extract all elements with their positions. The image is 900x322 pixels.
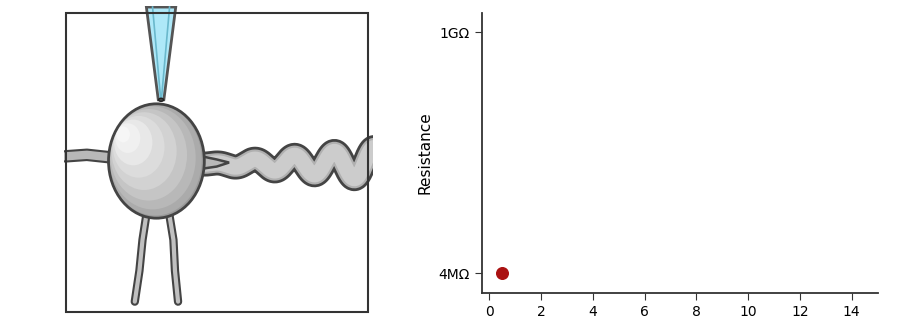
- Ellipse shape: [109, 105, 202, 215]
- Ellipse shape: [116, 127, 130, 142]
- Y-axis label: Resistance: Resistance: [418, 112, 433, 194]
- Polygon shape: [195, 152, 230, 172]
- Ellipse shape: [158, 98, 164, 101]
- Polygon shape: [147, 7, 176, 100]
- Ellipse shape: [110, 107, 195, 209]
- Ellipse shape: [112, 112, 176, 190]
- Ellipse shape: [111, 109, 187, 201]
- Point: [495, 271, 509, 276]
- Ellipse shape: [112, 116, 165, 178]
- Ellipse shape: [114, 119, 152, 165]
- Ellipse shape: [115, 123, 140, 153]
- Ellipse shape: [109, 104, 204, 218]
